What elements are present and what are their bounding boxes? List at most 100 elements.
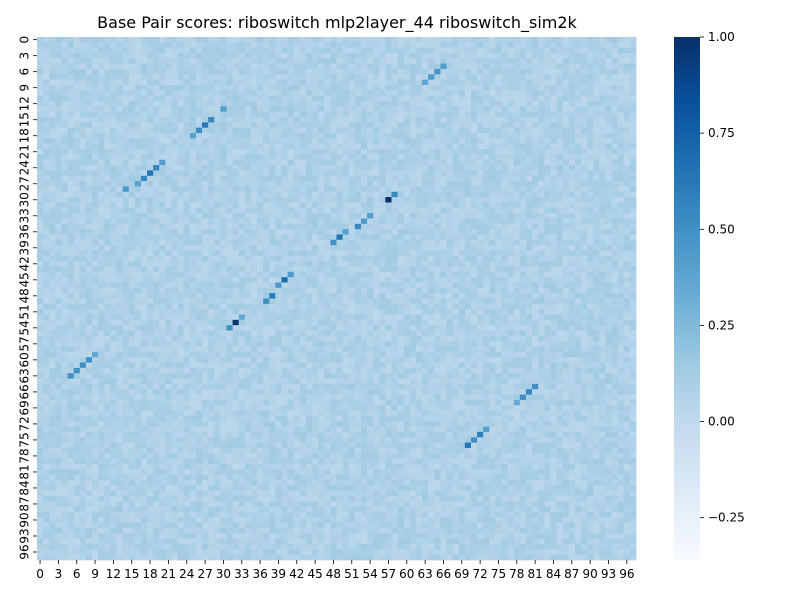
heatmap-cell (275, 293, 282, 299)
heatmap-cell (318, 117, 325, 123)
heatmap-cell (415, 85, 423, 91)
heatmap-cell (440, 138, 447, 145)
heatmap-cell (495, 154, 502, 161)
heatmap-cell (312, 58, 319, 65)
heatmap-cell (489, 79, 496, 86)
heatmap-cell (562, 90, 570, 97)
heatmap-cell (440, 149, 447, 155)
heatmap-cell (79, 213, 87, 219)
heatmap-cell (623, 58, 631, 65)
heatmap-cell (477, 298, 484, 305)
heatmap-cell (367, 186, 374, 193)
heatmap-cell (238, 202, 246, 209)
heatmap-cell (342, 213, 350, 219)
heatmap-cell (202, 303, 209, 310)
heatmap-cell (195, 223, 203, 230)
heatmap-cell (153, 111, 160, 118)
heatmap-cell (538, 197, 545, 203)
heatmap-cell (85, 207, 93, 214)
heatmap-cell (593, 293, 600, 299)
heatmap-cell (415, 218, 423, 225)
heatmap-cell (92, 186, 99, 193)
heatmap-cell (147, 149, 154, 155)
heatmap-cell (183, 69, 191, 75)
heatmap-cell (244, 58, 252, 65)
heatmap-cell (611, 175, 619, 182)
heatmap-cell (104, 229, 111, 235)
heatmap-cell (525, 133, 533, 139)
heatmap-cell (446, 47, 453, 54)
heatmap-cell (153, 37, 160, 43)
heatmap-cell (232, 207, 240, 214)
heatmap-cell (519, 79, 527, 86)
heatmap-cell (422, 143, 429, 150)
heatmap-cell (122, 74, 130, 81)
heatmap-cell (208, 250, 215, 257)
heatmap-cell (587, 207, 594, 214)
heatmap-cell (305, 223, 313, 230)
heatmap-cell (61, 202, 68, 209)
heatmap-cell (513, 266, 521, 273)
heatmap-cell (122, 234, 130, 241)
heatmap-cell (422, 175, 429, 182)
heatmap-cell (629, 133, 637, 139)
heatmap-cell (275, 287, 282, 294)
heatmap-cell (281, 133, 288, 139)
heatmap-cell (605, 213, 612, 219)
heatmap-cell (568, 229, 576, 235)
heatmap-cell (122, 133, 130, 139)
heatmap-cell (177, 266, 185, 273)
heatmap-cell (257, 53, 264, 59)
heatmap-cell (568, 287, 576, 294)
heatmap-cell (153, 197, 160, 203)
heatmap-cell (287, 42, 295, 49)
heatmap-cell (171, 117, 178, 123)
heatmap-cell (391, 47, 398, 54)
heatmap-cell (367, 53, 374, 59)
heatmap-cell (568, 159, 576, 166)
heatmap-cell (568, 245, 576, 251)
heatmap-cell (318, 303, 325, 310)
heatmap-cell (299, 255, 307, 262)
heatmap-cell (299, 181, 307, 187)
heatmap-cell (550, 143, 557, 150)
heatmap-cell (611, 277, 619, 283)
heatmap-cell (140, 197, 148, 203)
heatmap-cell (379, 170, 386, 177)
heatmap-cell (440, 106, 447, 113)
heatmap-cell (580, 218, 588, 225)
heatmap-cell (165, 266, 172, 273)
heatmap-cell (79, 191, 87, 198)
heatmap-cell (550, 271, 557, 278)
heatmap-cell (342, 37, 350, 43)
heatmap-cell (428, 223, 435, 230)
heatmap-cell (159, 266, 166, 273)
heatmap-cell (85, 63, 93, 70)
heatmap-cell (73, 271, 81, 278)
heatmap-cell (293, 127, 301, 134)
heatmap-cell (446, 122, 453, 129)
heatmap-cell (568, 170, 576, 177)
heatmap-cell (617, 165, 625, 171)
heatmap-cell (538, 42, 545, 49)
heatmap-cell (342, 197, 350, 203)
heatmap-cell (226, 101, 233, 107)
heatmap-cell (159, 191, 166, 198)
heatmap-cell (324, 90, 331, 97)
heatmap-cell (544, 159, 551, 166)
heatmap-cell (513, 154, 521, 161)
heatmap-cell (556, 181, 563, 187)
heatmap-cell (238, 229, 246, 235)
heatmap-cell (312, 250, 319, 257)
heatmap-cell (532, 122, 539, 129)
heatmap-cell (605, 127, 612, 134)
heatmap-cell (55, 159, 62, 166)
heatmap-cell (342, 58, 350, 65)
heatmap-cell (269, 282, 276, 289)
heatmap-cell (287, 287, 295, 294)
heatmap-cell (134, 53, 142, 59)
heatmap-cell (110, 149, 117, 155)
heatmap-cell (434, 202, 441, 209)
heatmap-cell (483, 111, 490, 118)
heatmap-cell (220, 42, 227, 49)
